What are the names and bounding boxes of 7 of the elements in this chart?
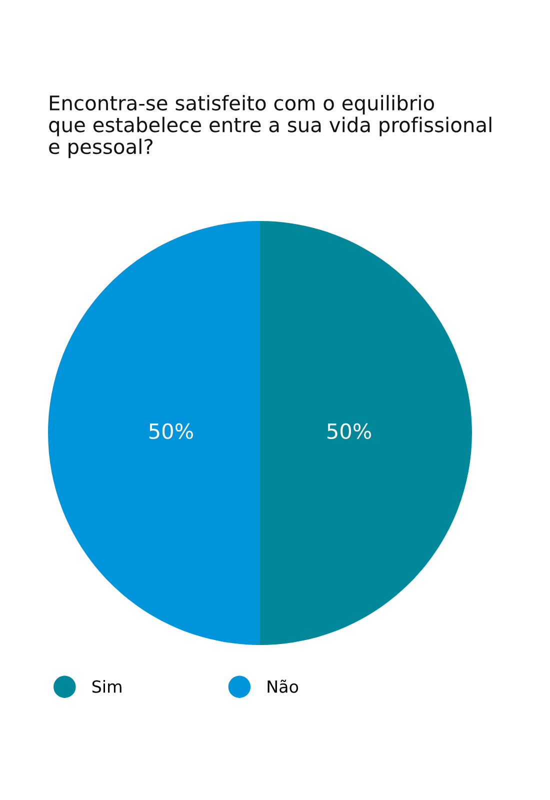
legend-label: Sim: [92, 680, 122, 693]
chart-title: Encontra-se satisfeito com o equilibrio que estabelece entre a sua vida profissional e pessoal?: [49, 95, 492, 158]
data-label: 50%: [149, 423, 193, 440]
legend-label: Não: [268, 680, 298, 693]
pie-slice: [48, 221, 260, 645]
pie-slice: [260, 221, 472, 645]
data-label: 50%: [327, 423, 372, 440]
